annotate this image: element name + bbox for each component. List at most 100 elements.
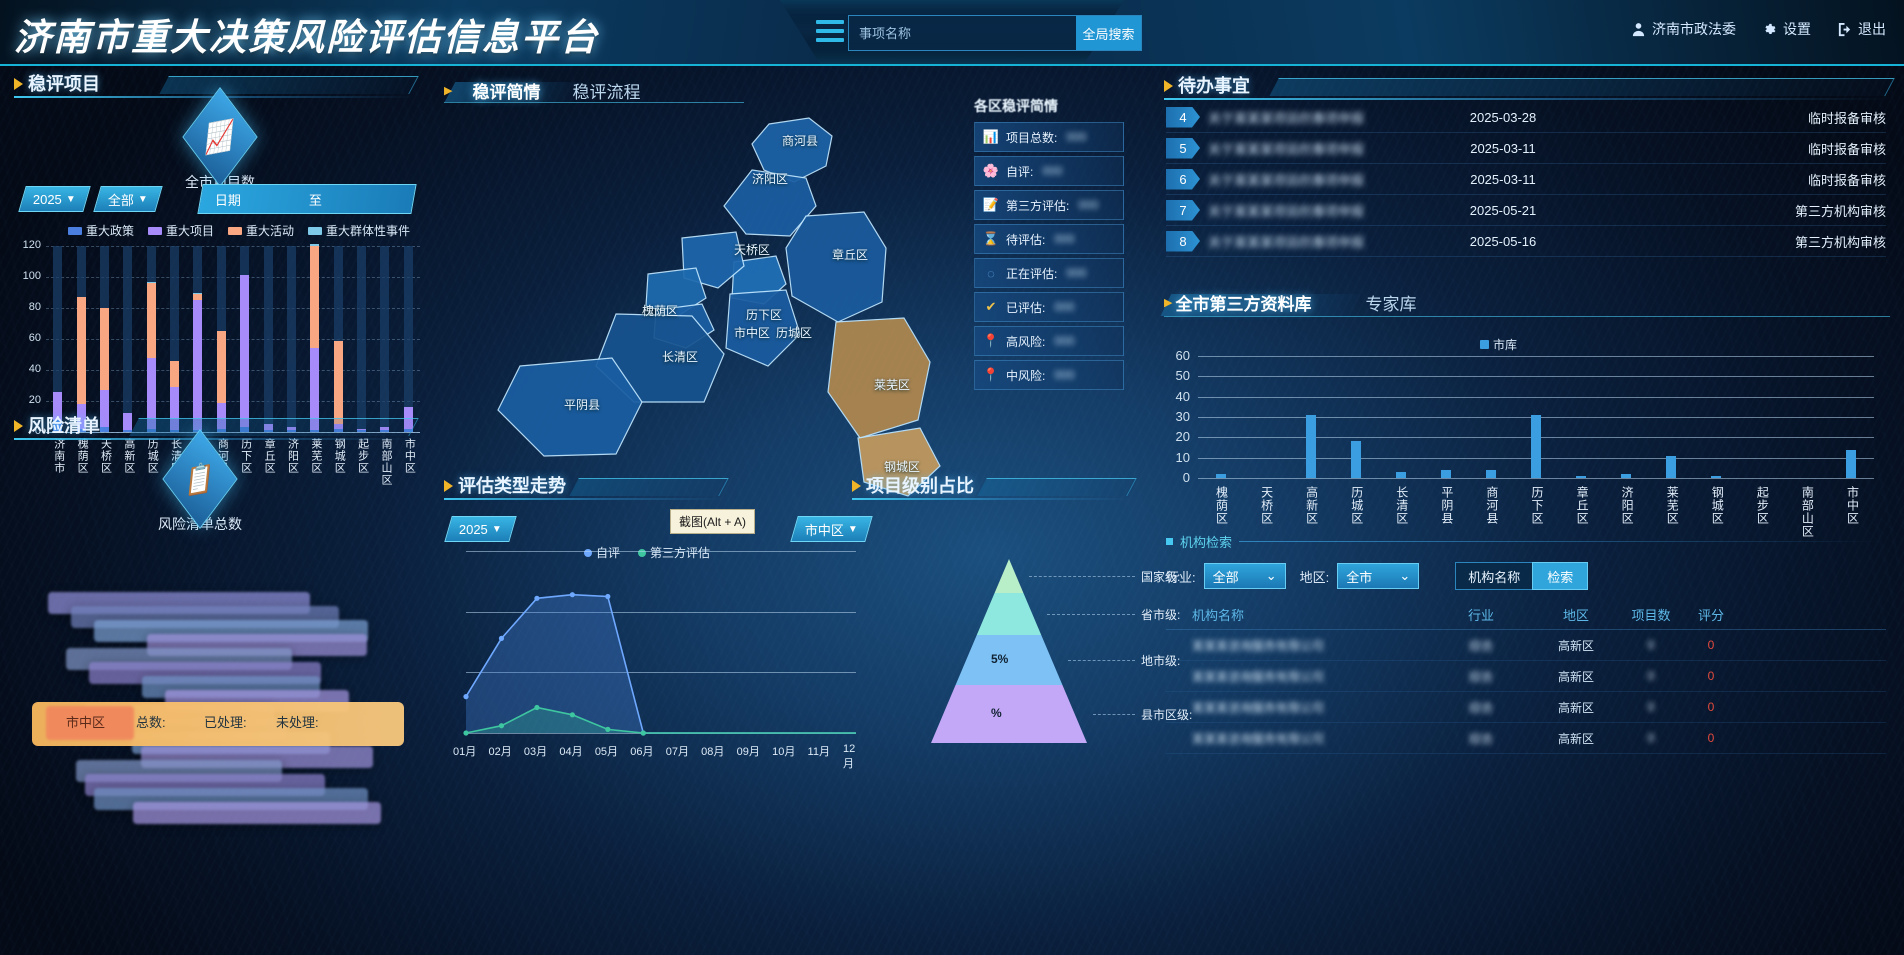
legend-item-0[interactable]: 重大政策 xyxy=(68,222,134,239)
pyramid-segment[interactable] xyxy=(931,685,1087,743)
bar[interactable] xyxy=(1621,473,1632,478)
stat-row[interactable]: 🌸 自评: 000 xyxy=(974,156,1124,186)
bar[interactable] xyxy=(1350,441,1361,478)
bar-segment[interactable] xyxy=(333,428,343,432)
tab-third-party-db[interactable]: 全市第三方资料库 xyxy=(1175,295,1312,314)
data-point[interactable] xyxy=(463,694,469,700)
bar[interactable] xyxy=(1215,473,1226,478)
todo-list[interactable]: 4 关于某某某项目的事项申报 2025-03-28 临时报备审核 5 关于某某某项目的事项… xyxy=(1166,102,1886,257)
bar-segment[interactable] xyxy=(333,424,343,429)
bar[interactable] xyxy=(1485,469,1496,478)
m-gangcheng[interactable] xyxy=(857,427,941,497)
bar-segment[interactable] xyxy=(99,308,109,391)
bar-segment[interactable] xyxy=(99,427,109,432)
bar-segment[interactable] xyxy=(146,281,156,284)
region-select[interactable]: 全市 ⌄ xyxy=(1337,563,1420,589)
bar[interactable] xyxy=(1576,475,1587,478)
bar-segment[interactable] xyxy=(403,407,413,429)
bar-segment[interactable] xyxy=(216,402,226,429)
bar-segment[interactable] xyxy=(380,427,390,431)
bar[interactable] xyxy=(1711,475,1722,478)
table-row[interactable]: 7 关于某某某项目的事项申报 2025-05-21 第三方机构审核 xyxy=(1166,195,1886,226)
settings-button[interactable]: 设置 xyxy=(1762,19,1811,39)
table-row[interactable]: 8 关于某某某项目的事项申报 2025-05-16 第三方机构审核 xyxy=(1166,226,1886,257)
bar-segment[interactable] xyxy=(357,430,367,432)
map-svg[interactable] xyxy=(434,66,968,566)
bar-segment[interactable] xyxy=(286,430,296,432)
global-search-button[interactable]: 全局搜索 xyxy=(1076,15,1142,51)
bar[interactable] xyxy=(1395,471,1406,478)
data-point[interactable] xyxy=(498,723,505,729)
bar[interactable] xyxy=(1846,449,1857,478)
bar-segment[interactable] xyxy=(146,428,156,432)
table-row[interactable]: 某某某咨询服务有限公司 综合 高新区 0 0 xyxy=(1166,723,1886,754)
table-row[interactable]: 5 关于某某某项目的事项申报 2025-03-11 临时报备审核 xyxy=(1166,133,1886,164)
bar-segment[interactable] xyxy=(310,348,320,431)
org-name-input[interactable]: 机构名称 xyxy=(1455,562,1533,590)
table-row[interactable]: 某某某咨询服务有限公司 综合 高新区 0 0 xyxy=(1166,630,1886,661)
tab-stable-summary[interactable]: 稳评简情 xyxy=(472,83,541,102)
bar-segment[interactable] xyxy=(53,391,63,420)
data-point[interactable] xyxy=(534,704,540,711)
bar-segment[interactable] xyxy=(146,283,156,358)
m-jiyang[interactable] xyxy=(723,169,817,237)
bar[interactable] xyxy=(1440,469,1451,478)
user-menu[interactable]: 济南市政法委 xyxy=(1631,19,1736,39)
data-point[interactable] xyxy=(534,595,540,601)
data-point[interactable] xyxy=(569,712,575,718)
bar-segment[interactable] xyxy=(240,275,250,428)
bar-segment[interactable] xyxy=(123,430,133,432)
bar-segment[interactable] xyxy=(216,331,226,403)
bar-segment[interactable] xyxy=(53,419,63,432)
bar-segment[interactable] xyxy=(99,390,109,428)
bar-segment[interactable] xyxy=(170,430,180,432)
tab-expert-db[interactable]: 专家库 xyxy=(1365,295,1417,314)
bar-segment[interactable] xyxy=(333,340,343,425)
bar-segment[interactable] xyxy=(216,428,226,432)
bar-segment[interactable] xyxy=(193,294,203,301)
stat-row[interactable]: ✔ 已评估: 000 xyxy=(974,292,1124,322)
data-point[interactable] xyxy=(569,592,575,598)
industry-select[interactable]: 全部 ⌄ xyxy=(1203,563,1286,589)
stat-row[interactable]: ◌ 正在评估: 000 xyxy=(974,258,1124,288)
data-point[interactable] xyxy=(463,730,469,736)
chart-assessment-trend[interactable]: 01月 02月 03月 04月 05月 06月 07月 08月 09月 10月 11月 12月 xyxy=(444,481,864,771)
data-point[interactable] xyxy=(605,593,611,600)
legend-item-2[interactable]: 重大活动 xyxy=(228,222,294,239)
m-shanghe[interactable] xyxy=(751,117,833,183)
chart-district-projects[interactable]: 020406080100120济南市槐荫区天桥区高新区历城区长清区平阴县商河县历… xyxy=(12,239,424,490)
logout-button[interactable]: 退出 xyxy=(1837,19,1886,39)
bar-segment[interactable] xyxy=(263,424,273,431)
chart-project-level[interactable]: 国家级: 省市级: 5% 地市级:% 县市区级: xyxy=(864,481,1194,771)
bar-segment[interactable] xyxy=(263,430,273,432)
search-input[interactable] xyxy=(848,15,1076,51)
m-zhangqiu[interactable] xyxy=(785,211,887,323)
bar[interactable] xyxy=(1305,414,1316,478)
bar[interactable] xyxy=(1531,414,1541,478)
bar-segment[interactable] xyxy=(286,427,296,431)
bar-segment[interactable] xyxy=(310,246,320,349)
data-point[interactable] xyxy=(498,635,505,641)
tab-stable-process[interactable]: 稳评流程 xyxy=(572,83,641,102)
bar-segment[interactable] xyxy=(310,244,320,246)
hamburger-icon[interactable] xyxy=(816,20,844,47)
bar-segment[interactable] xyxy=(76,404,86,429)
legend-item-self[interactable]: 自评 xyxy=(584,544,620,561)
year-select[interactable]: 2025 ▼ xyxy=(18,186,91,212)
date-range-picker[interactable]: 日期 至 xyxy=(197,184,417,214)
chart-third-party-db[interactable]: 0 10 20 30 40 50 60 槐荫区 天桥区 高新区 历城区 长清区 平阴县 商河县 历下区 章丘区… xyxy=(1158,348,1888,548)
bar-segment[interactable] xyxy=(76,297,86,405)
legend-item-3[interactable]: 重大群体性事件 xyxy=(308,222,410,239)
bar-segment[interactable] xyxy=(123,413,133,431)
scope-select[interactable]: 全部 ▼ xyxy=(93,186,163,212)
legend-item-city[interactable]: 市库 xyxy=(1480,336,1517,353)
table-row[interactable]: 6 关于某某某项目的事项申报 2025-03-11 临时报备审核 xyxy=(1166,164,1886,195)
bar-segment[interactable] xyxy=(403,428,413,432)
stat-row[interactable]: 📝 第三方评估: 000 xyxy=(974,190,1124,220)
stat-row[interactable]: ⌛ 待评估: 000 xyxy=(974,224,1124,254)
bar-segment[interactable] xyxy=(193,300,203,431)
m-laiwu[interactable] xyxy=(827,317,931,439)
bar-segment[interactable] xyxy=(193,292,203,295)
data-point[interactable] xyxy=(640,730,646,736)
bar-segment[interactable] xyxy=(76,428,86,432)
